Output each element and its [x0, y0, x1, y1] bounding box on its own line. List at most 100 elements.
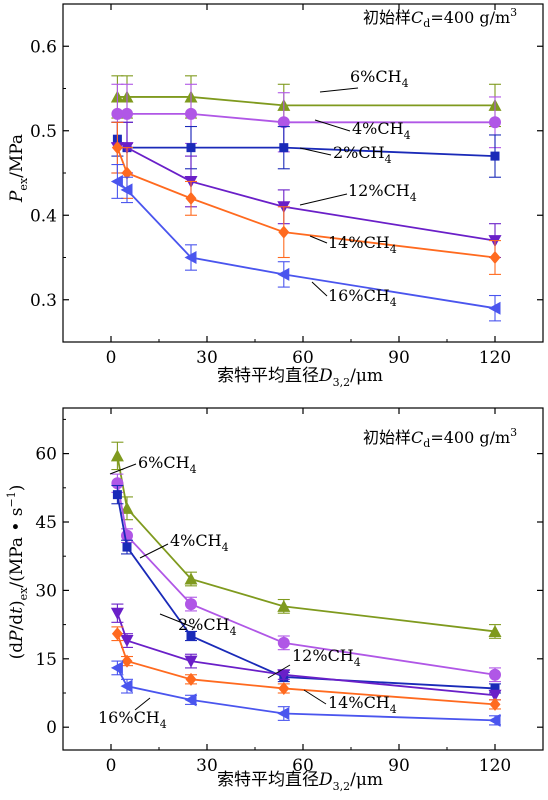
series-label-12%CH4: 12%CH4 [267, 646, 361, 679]
series-label-4%CH4: 4%CH4 [139, 531, 229, 559]
data-point [110, 661, 123, 675]
data-point [185, 672, 197, 686]
series-12%CH4 [110, 603, 502, 702]
data-point [488, 713, 501, 727]
label-leader-line [267, 664, 291, 679]
data-point [489, 251, 501, 264]
series-4%CH4 [111, 83, 501, 153]
data-point [184, 655, 198, 668]
data-point [112, 490, 122, 500]
data-point [490, 151, 500, 161]
series-label-6%CH4: 6%CH4 [109, 453, 197, 476]
x-tick-label: 0 [106, 756, 117, 776]
x-axis-title: 索特平均直径D3,2/μm [217, 770, 383, 793]
series-label-text: 16%CH4 [98, 708, 167, 731]
series-label-text: 4%CH4 [170, 531, 229, 554]
series-14%CH4 [111, 626, 501, 711]
y-tick-label: 0.3 [30, 291, 57, 311]
data-point [489, 697, 501, 711]
chart-panel-2: 0 30 60 90 120 0 15 30 45 60 6%CH4 4%CH4 2%CH4 12%CH4… [5, 407, 544, 793]
data-point [111, 627, 123, 641]
series-label-text: 12%CH4 [292, 646, 361, 669]
series-6%CH4 [110, 75, 502, 128]
series-line [117, 96, 495, 107]
series-label-2%CH4: 2%CH4 [159, 613, 237, 638]
y-tick-label: 30 [35, 581, 57, 601]
x-axis-title: 索特平均直径D3,2/μm [217, 366, 383, 389]
data-point [184, 572, 198, 585]
x-axis: 0 30 60 90 120 [106, 4, 511, 368]
data-point [111, 141, 123, 155]
x-tick-label: 60 [292, 348, 314, 368]
label-leader-line [109, 463, 137, 475]
data-point [122, 542, 132, 552]
label-leader-line [314, 119, 351, 132]
series-label-text: 14%CH4 [328, 233, 397, 256]
series-16%CH4 [110, 660, 501, 727]
series-label-text: 2%CH4 [178, 615, 237, 638]
plot-frame [62, 3, 544, 343]
x-tick-label: 90 [388, 756, 410, 776]
annotation-note: 初始样Cd=400 g/m3 [363, 6, 517, 30]
series-line [116, 138, 496, 157]
series-label-16%CH4: 16%CH4 [311, 281, 397, 309]
series-label-text: 16%CH4 [328, 286, 397, 309]
data-point [121, 166, 133, 180]
y-tick-label: 0 [46, 718, 57, 738]
data-point [186, 631, 196, 641]
data-point [121, 107, 133, 120]
data-point [120, 183, 133, 197]
label-leader-line [159, 613, 196, 629]
series-label-2%CH4: 2%CH4 [299, 143, 392, 166]
data-point [488, 624, 502, 637]
data-point [121, 654, 133, 668]
y-tick-label: 45 [35, 513, 57, 533]
y-axis: 0 15 30 45 60 [35, 418, 543, 738]
series-line [116, 147, 496, 259]
data-point [488, 301, 501, 315]
y-axis-title: Pex/MPa [7, 134, 30, 203]
label-leader-line [299, 193, 348, 206]
x-tick-label: 120 [479, 348, 511, 368]
annotation-note: 初始样Cd=400 g/m3 [363, 426, 517, 450]
y-axis: 0.3 0.4 0.5 0.6 [30, 37, 543, 311]
series-6%CH4 [110, 441, 502, 639]
data-point [110, 449, 124, 462]
data-point [120, 679, 133, 693]
series-14%CH4 [111, 121, 501, 275]
data-point [490, 683, 500, 693]
series-label-12%CH4: 12%CH4 [299, 181, 417, 206]
series-label-14%CH4: 14%CH4 [309, 233, 397, 256]
x-tick-label: 60 [292, 756, 314, 776]
series-label-6%CH4: 6%CH4 [319, 67, 409, 93]
data-point [277, 669, 291, 682]
data-point [277, 707, 290, 721]
x-tick-label: 0 [106, 348, 117, 368]
label-leader-line [299, 147, 332, 156]
data-point [120, 635, 134, 648]
x-axis: 0 30 60 90 120 [106, 408, 511, 776]
data-point [489, 116, 501, 129]
series-line [117, 146, 496, 242]
data-point [277, 267, 290, 281]
data-point [277, 636, 290, 649]
data-point [279, 143, 289, 153]
data-point [120, 501, 134, 514]
series-label-text: 6%CH4 [138, 453, 197, 476]
y-tick-label: 60 [35, 445, 57, 465]
data-point [185, 107, 197, 120]
plot-frame [62, 407, 544, 751]
data-point [489, 668, 501, 681]
series-label-14%CH4: 14%CH4 [303, 689, 397, 716]
label-leader-line [303, 689, 327, 705]
series-label-text: 12%CH4 [348, 181, 417, 204]
y-axis-title: (dP/dt)ex/(MPa • s−1) [5, 485, 30, 660]
data-point [278, 225, 290, 239]
data-point [277, 599, 291, 612]
series-16%CH4 [110, 164, 501, 322]
y-tick-label: 0.5 [30, 122, 57, 142]
label-leader-line [309, 235, 328, 244]
data-point [185, 191, 197, 205]
